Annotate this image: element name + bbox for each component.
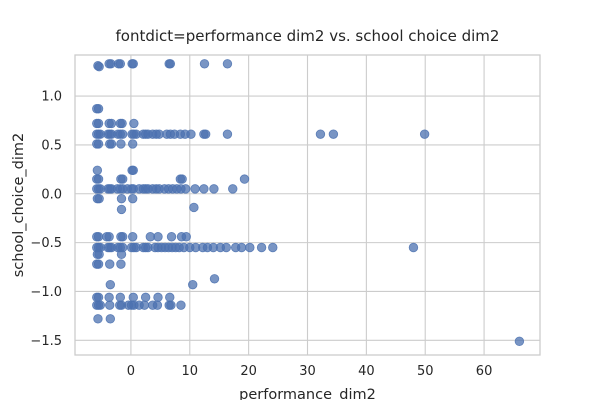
- y-tick-label: 0.5: [41, 138, 62, 153]
- scatter-point: [105, 300, 115, 310]
- scatter-point: [94, 249, 104, 260]
- scatter-point: [209, 184, 219, 194]
- scatter-point: [209, 274, 220, 284]
- x-tick-label: 50: [417, 364, 434, 379]
- scatter-point: [115, 59, 126, 69]
- scatter-point: [199, 59, 210, 69]
- y-tick-label: 1.0: [41, 90, 62, 105]
- scatter-point: [93, 232, 104, 242]
- scatter-point: [222, 59, 233, 69]
- scatter-point: [190, 184, 200, 194]
- scatter-point: [128, 59, 138, 69]
- scatter-point: [236, 242, 247, 253]
- scatter-point: [116, 249, 127, 260]
- scatter-point: [165, 292, 175, 303]
- x-tick-label: 60: [476, 364, 493, 379]
- scatter-point: [92, 165, 103, 176]
- scatter-point: [165, 59, 176, 69]
- scatter-point: [188, 279, 198, 290]
- scatter-point: [104, 292, 114, 303]
- scatter-point: [315, 129, 326, 139]
- scatter-point: [153, 292, 163, 303]
- scatter-point: [152, 300, 163, 310]
- scatter-point: [93, 174, 104, 184]
- scatter-point: [116, 259, 126, 269]
- scatter-point: [245, 242, 255, 253]
- x-tick-labels: 0 10 20 30 40 50 60: [127, 364, 493, 379]
- scatter-point: [200, 129, 211, 139]
- scatter-point: [117, 232, 128, 242]
- y-tick-label: −1.0: [30, 285, 62, 300]
- scatter-point: [128, 292, 138, 303]
- scatter-point: [116, 139, 126, 149]
- scatter-point: [93, 314, 103, 324]
- scatter-point: [177, 174, 187, 184]
- scatter-point: [93, 104, 104, 114]
- scatter-point: [104, 232, 114, 242]
- scatter-point: [129, 118, 139, 129]
- scatter-point: [180, 184, 191, 194]
- plot-frame: [74, 54, 541, 356]
- scatter-point: [106, 118, 117, 129]
- scatter-point: [127, 193, 138, 204]
- scatter-point: [408, 242, 419, 253]
- y-tick-label: −0.5: [30, 236, 62, 251]
- x-tick-label: 40: [358, 364, 375, 379]
- scatter-point: [93, 139, 104, 149]
- scatter-point: [256, 242, 267, 253]
- scatter-point: [514, 336, 525, 347]
- x-tick-label: 10: [182, 364, 199, 379]
- scatter-point: [105, 259, 115, 269]
- x-tick-label: 0: [127, 364, 135, 379]
- scatter-point: [106, 139, 117, 149]
- scatter-point: [105, 314, 116, 324]
- scatter-point: [127, 139, 138, 149]
- scatter-point: [199, 184, 209, 194]
- scatter-point: [93, 292, 104, 303]
- scatter-point: [95, 300, 106, 310]
- scatter-point: [93, 259, 104, 269]
- scatter-point: [221, 242, 231, 253]
- scatter-point: [117, 129, 128, 139]
- x-axis-label: performance_dim2: [239, 387, 376, 400]
- x-tick-label: 30: [299, 364, 316, 379]
- scatter-point: [181, 232, 191, 242]
- scatter-point: [93, 118, 104, 129]
- scatter-point: [128, 165, 138, 176]
- scatter-point: [117, 118, 127, 129]
- scatter-point: [127, 232, 138, 242]
- y-tick-label: 0.0: [41, 187, 62, 202]
- scatter-point: [239, 174, 250, 184]
- scatter-point: [419, 129, 430, 139]
- scatter-points: [92, 59, 525, 347]
- chart-title: fontdict=performance dim2 vs. school cho…: [116, 27, 500, 45]
- scatter-point: [139, 300, 150, 310]
- grid: [75, 55, 540, 355]
- scatter-point: [222, 129, 233, 139]
- scatter-point: [117, 174, 128, 184]
- scatter-point: [189, 202, 199, 213]
- scatter-point: [268, 242, 278, 253]
- scatter-point: [116, 193, 127, 204]
- scatter-point: [166, 232, 177, 242]
- scatter-point: [115, 292, 126, 303]
- scatter-point: [166, 300, 176, 310]
- scatter-point: [228, 184, 238, 194]
- scatter-point: [153, 232, 163, 242]
- scatter-point: [94, 62, 104, 72]
- y-tick-label: −1.5: [30, 334, 62, 349]
- y-tick-labels: −1.5 −1.0 −0.5 0.0 0.5 1.0: [30, 90, 62, 349]
- scatter-point: [105, 279, 116, 290]
- x-tick-label: 20: [240, 364, 257, 379]
- y-axis-label: school_choice_dim2: [11, 133, 27, 278]
- scatter-point: [140, 292, 151, 303]
- scatter-point: [186, 129, 196, 139]
- scatter-point: [94, 193, 104, 204]
- scatter-point: [116, 204, 127, 215]
- scatter-point: [328, 129, 339, 139]
- scatter-point: [176, 300, 186, 310]
